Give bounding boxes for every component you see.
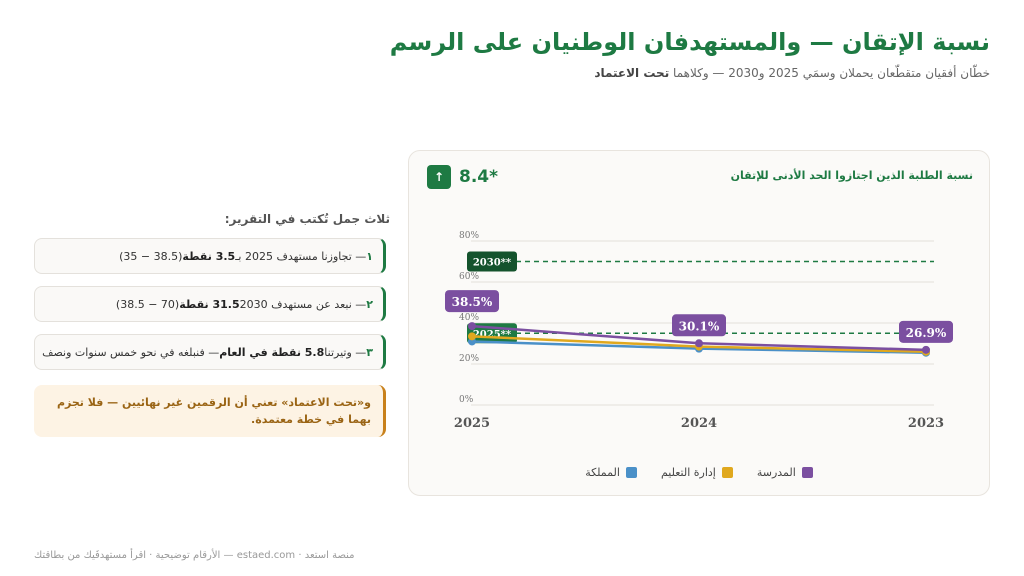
card-number: ١ bbox=[366, 249, 373, 263]
line-chart: 0% 20% 40% 60% 80% 2030** 2025** 38.5% 30.1% 26.9… bbox=[445, 231, 953, 431]
footer: منصة استعد · estaed.com — الأرقام توضيحي… bbox=[34, 550, 355, 561]
target-label: 2030** bbox=[473, 258, 512, 269]
target-badge bbox=[467, 251, 517, 272]
arrow-up-icon: ↑ bbox=[427, 165, 451, 189]
legend-label: المدرسة bbox=[756, 466, 796, 479]
card-bold: 31.5 نقطة bbox=[179, 297, 240, 311]
chart-panel: نسبة الطلبة الذين اجتازوا الحد الأدنى لل… bbox=[408, 150, 990, 496]
sentence-card: ٢ — نبعد عن مستهدف 2030 31.5 نقطة (70 − … bbox=[34, 286, 386, 322]
data-point bbox=[695, 339, 703, 348]
page-subtitle: خطّان أفقيان متقطّعان يحملان وسمَي 2025 … bbox=[594, 66, 990, 80]
x-tick-label: 2024 bbox=[681, 416, 717, 431]
data-point bbox=[468, 332, 476, 341]
chart-title: نسبة الطلبة الذين اجتازوا الحد الأدنى لل… bbox=[730, 169, 973, 182]
delta-indicator: ↑ 8.4* bbox=[427, 165, 498, 189]
card-tail: (70 − 38.5) bbox=[115, 297, 180, 311]
chart-legend: المدرسة إدارة التعليم المملكة bbox=[409, 466, 989, 479]
legend-label: إدارة التعليم bbox=[660, 466, 716, 479]
data-label: 38.5% bbox=[452, 295, 493, 309]
card-tail: — فنبلغه في نحو خمس سنوات ونصف bbox=[42, 345, 220, 359]
card-text: — تجاوزنا مستهدف 2025 بـ bbox=[235, 249, 367, 263]
data-point bbox=[468, 322, 476, 331]
card-number: ٢ bbox=[366, 297, 373, 311]
card-text: — وتيرتنا bbox=[324, 345, 367, 359]
y-tick-label: 40% bbox=[459, 313, 479, 323]
data-label-bg bbox=[899, 320, 953, 343]
legend-swatch-kingdom bbox=[625, 467, 637, 478]
card-text: — نبعد عن مستهدف 2030 bbox=[239, 297, 367, 311]
subtitle-emphasis: تحت الاعتماد bbox=[594, 66, 670, 80]
card-bold: 5.8 نقطة في العام bbox=[219, 345, 325, 359]
subtitle-text: خطّان أفقيان متقطّعان يحملان وسمَي 2025 … bbox=[673, 66, 990, 80]
legend-item-school: المدرسة bbox=[757, 466, 813, 479]
legend-swatch-education-office bbox=[721, 467, 733, 478]
card-bold: 3.5 نقطة bbox=[182, 249, 236, 263]
x-tick-label: 2025 bbox=[454, 416, 490, 431]
target-label: 2025** bbox=[473, 329, 512, 340]
card-tail: (38.5 − 35) bbox=[119, 249, 183, 263]
card-number: ٣ bbox=[366, 345, 373, 359]
data-label: 26.9% bbox=[906, 326, 947, 340]
data-label: 30.1% bbox=[679, 319, 720, 333]
y-tick-label: 20% bbox=[459, 354, 479, 364]
data-point bbox=[922, 345, 930, 354]
data-label-bg bbox=[445, 290, 499, 313]
legend-item-education-office: إدارة التعليم bbox=[661, 466, 733, 479]
x-tick-label: 2023 bbox=[908, 416, 944, 431]
delta-value: 8.4* bbox=[459, 167, 499, 187]
data-label-bg bbox=[672, 314, 726, 337]
legend-item-kingdom: المملكة bbox=[585, 466, 637, 479]
page-title: نسبة الإتقان — والمستهدفان الوطنيان على … bbox=[389, 28, 990, 56]
sidebar-heading: ثلاث جمل تُكتب في التقرير: bbox=[224, 212, 390, 226]
warning-note: و«تحت الاعتماد» تعني أن الرقمين غير نهائ… bbox=[34, 385, 386, 437]
sentence-card: ١ — تجاوزنا مستهدف 2025 بـ 3.5 نقطة (38.… bbox=[34, 238, 386, 274]
legend-label: المملكة bbox=[585, 466, 620, 479]
y-tick-label: 0% bbox=[459, 395, 474, 405]
y-tick-label: 60% bbox=[459, 272, 479, 282]
sentence-card: ٣ — وتيرتنا 5.8 نقطة في العام — فنبلغه ف… bbox=[34, 334, 386, 370]
y-tick-label: 80% bbox=[459, 231, 479, 241]
legend-swatch-school bbox=[801, 467, 813, 478]
